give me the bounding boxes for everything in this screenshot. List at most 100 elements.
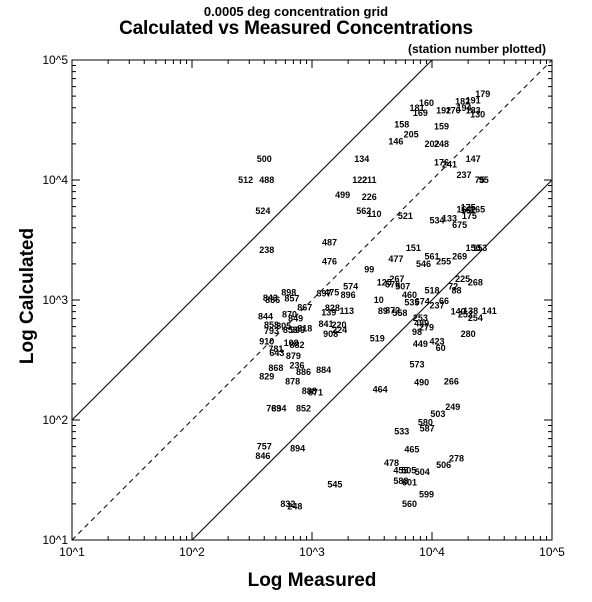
- station-point: 165: [470, 204, 485, 214]
- station-point: 546: [416, 259, 431, 269]
- station-point: 857: [284, 293, 299, 303]
- station-point: 675: [452, 220, 467, 230]
- station-point: 88: [451, 285, 461, 295]
- station-point: 580: [418, 418, 433, 428]
- station-point: 158: [394, 120, 409, 130]
- station-point: 134: [354, 154, 369, 164]
- station-point: 133: [442, 213, 457, 223]
- station-point: 499: [335, 190, 350, 200]
- station-point: 910: [259, 337, 274, 347]
- station-point: 150: [466, 243, 481, 253]
- station-point: 225: [455, 274, 470, 284]
- reference-line-solid: [71, 59, 433, 421]
- station-point: 475: [324, 288, 339, 298]
- station-point: 909: [290, 325, 305, 335]
- station-point: 253: [413, 313, 428, 323]
- station-point: 211: [362, 175, 377, 185]
- station-point: 455: [393, 465, 408, 475]
- station-point: 834: [271, 403, 286, 413]
- station-point: 781: [268, 344, 283, 354]
- station-point: 882: [289, 340, 304, 350]
- station-point: 151: [406, 243, 421, 253]
- station-point: 601: [402, 478, 417, 488]
- station-point: 829: [259, 372, 274, 382]
- station-point: 224: [332, 325, 347, 335]
- station-point: 868: [268, 363, 283, 373]
- station-point: 870: [282, 309, 297, 319]
- station-point: 561: [424, 252, 439, 262]
- station-point: 176: [434, 157, 449, 167]
- station-point: 587: [420, 423, 435, 433]
- station-point: 488: [259, 175, 274, 185]
- station-point: 888: [302, 386, 317, 396]
- station-point: 643: [269, 348, 284, 358]
- station-point: 280: [461, 329, 476, 339]
- station-point: 169: [413, 108, 428, 118]
- station-point: 236: [289, 360, 304, 370]
- station-point: 503: [430, 409, 445, 419]
- station-point: 818: [297, 323, 312, 333]
- station-point: 205: [404, 129, 419, 139]
- station-point: 255: [436, 256, 451, 266]
- y-tick-label: 10^1: [42, 533, 68, 547]
- station-point: 248: [434, 139, 449, 149]
- x-tick-label: 10^5: [539, 545, 565, 559]
- station-point: 10: [374, 295, 384, 305]
- station-point: 844: [258, 311, 273, 321]
- station-point: 500: [257, 154, 272, 164]
- chart-title: Calculated vs Measured Concentrations: [119, 18, 473, 39]
- station-point: 125: [377, 277, 392, 287]
- station-point: 858: [264, 320, 279, 330]
- station-point: 267: [389, 274, 404, 284]
- station-point: 170: [446, 105, 461, 115]
- station-point: 872: [385, 305, 400, 315]
- station-point: 560: [402, 499, 417, 509]
- station-point: 139: [321, 307, 336, 317]
- station-point: 108: [284, 338, 299, 348]
- station-point: 252: [458, 309, 473, 319]
- station-point: 476: [322, 256, 337, 266]
- station-point: 674: [415, 297, 430, 307]
- station-point: 75: [475, 175, 485, 185]
- station-point: 884: [316, 365, 331, 375]
- reference-line-solid: [191, 179, 553, 541]
- axis-ticks: 10^1 10^2 10^3 10^4 10^5 10^1 10^2 10^3 10^4 10^5: [42, 53, 565, 559]
- station-point: 896: [341, 290, 356, 300]
- station-point: 558: [392, 308, 407, 318]
- station-point: 853: [283, 325, 298, 335]
- station-point: 266: [444, 376, 459, 386]
- station-point: 489: [414, 318, 429, 328]
- station-point: 573: [409, 360, 424, 370]
- station-point: 487: [322, 238, 337, 248]
- station-point: 140: [451, 307, 466, 317]
- station-point: 867: [297, 302, 312, 312]
- station-point: 110: [367, 209, 382, 219]
- station-point: 226: [362, 192, 377, 202]
- station-point: 194: [457, 103, 472, 113]
- station-point: 175: [461, 202, 476, 212]
- station-point: 113: [340, 306, 355, 316]
- station-point: 153: [472, 243, 487, 253]
- station-point: 519: [370, 333, 385, 343]
- station-point: 269: [452, 252, 467, 262]
- station-point: 841: [319, 319, 334, 329]
- station-point: 179: [475, 89, 490, 99]
- station-point: 805: [276, 321, 291, 331]
- reference-lines: [71, 59, 553, 541]
- x-tick-label: 10^4: [419, 545, 445, 559]
- station-point: 545: [327, 480, 342, 490]
- station-point: 278: [449, 453, 464, 463]
- station-point: 122: [352, 175, 367, 185]
- x-tick-label: 10^1: [59, 545, 85, 559]
- station-point: 843: [263, 293, 278, 303]
- station-point: 279: [419, 322, 434, 332]
- station-point: 897: [317, 289, 332, 299]
- station-point: 191: [466, 95, 481, 105]
- station-point: 162: [461, 205, 476, 215]
- station-point: 238: [259, 245, 274, 255]
- x-tick-label: 10^2: [179, 545, 205, 559]
- station-point: 237: [457, 170, 472, 180]
- station-point: 898: [281, 288, 296, 298]
